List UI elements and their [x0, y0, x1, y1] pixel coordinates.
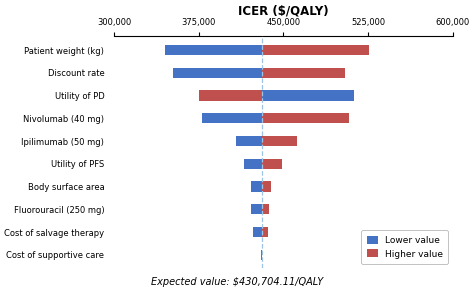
Bar [262, 204, 269, 214]
Bar [262, 68, 346, 78]
Bar [199, 90, 262, 101]
Bar [262, 250, 263, 260]
Text: Expected value: $430,704.11/QALY: Expected value: $430,704.11/QALY [151, 277, 323, 287]
Bar [253, 227, 262, 237]
Bar [251, 204, 262, 214]
Bar [262, 90, 355, 101]
Bar [251, 182, 262, 192]
Bar [202, 113, 262, 123]
Bar [262, 159, 282, 169]
Bar [262, 113, 349, 123]
Bar [262, 45, 369, 55]
Bar [262, 227, 267, 237]
Bar [262, 182, 271, 192]
Bar [236, 136, 262, 146]
Bar [165, 45, 262, 55]
Bar [244, 159, 262, 169]
Legend: Lower value, Higher value: Lower value, Higher value [361, 230, 448, 264]
Title: ICER ($/QALY): ICER ($/QALY) [238, 4, 328, 17]
Bar [173, 68, 262, 78]
Bar [262, 136, 297, 146]
